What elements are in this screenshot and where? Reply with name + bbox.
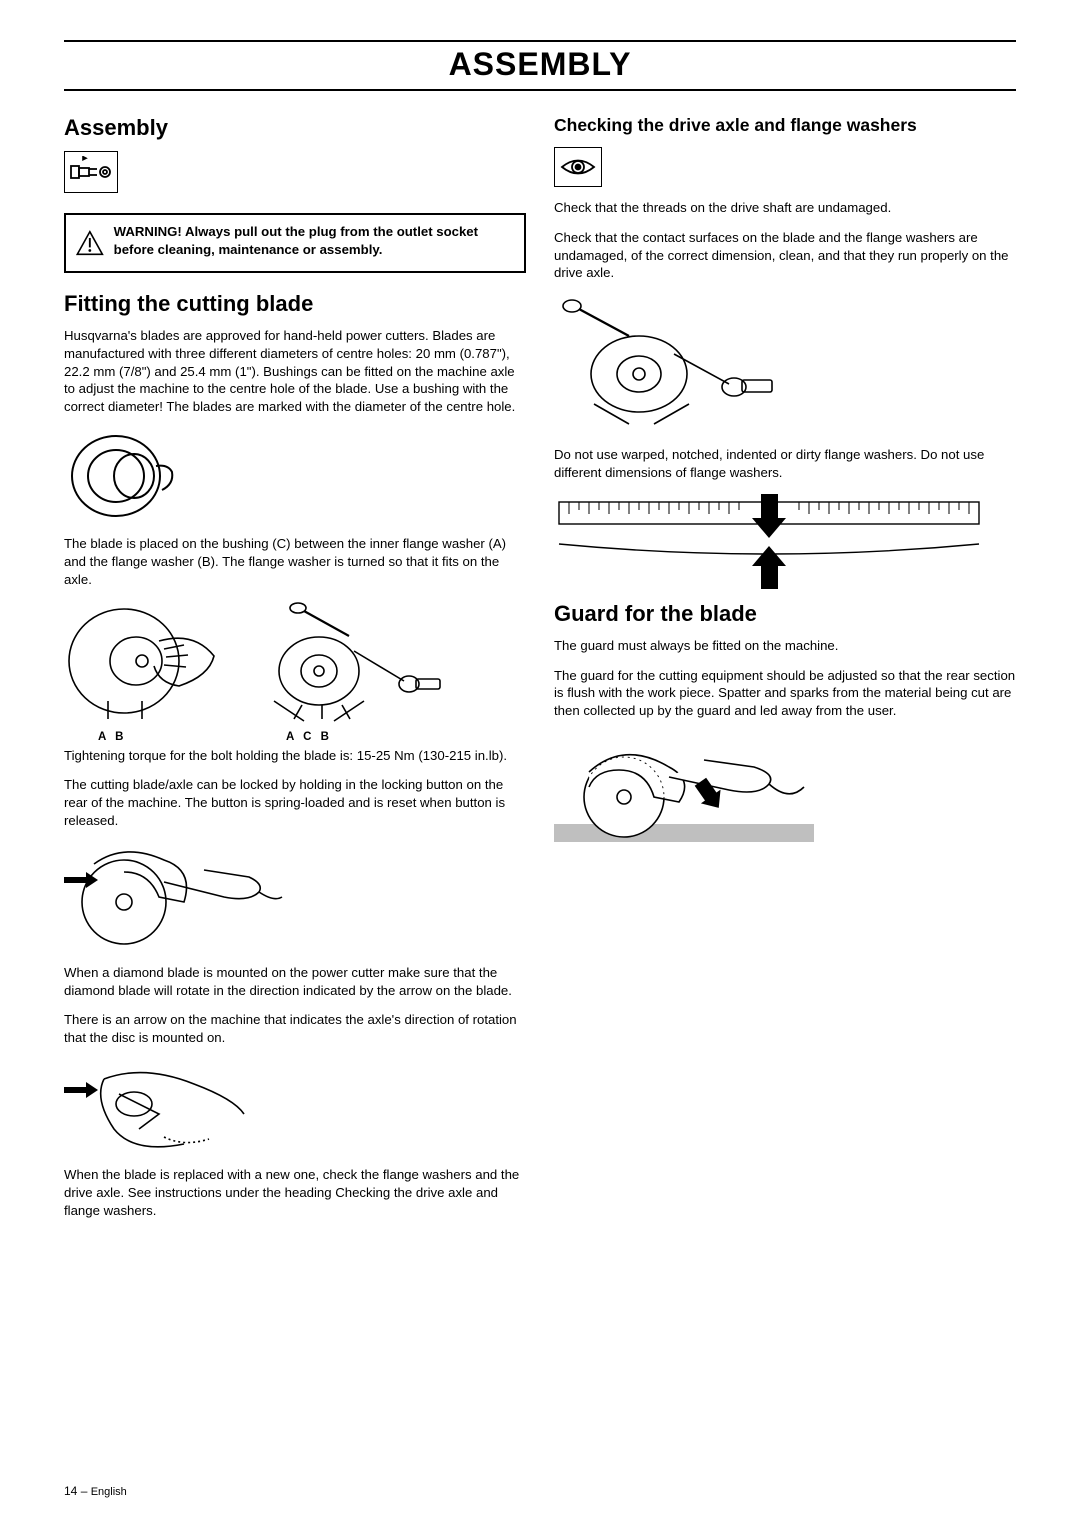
- fitting-p5: When a diamond blade is mounted on the p…: [64, 964, 526, 1000]
- drive-axle-icon: [554, 294, 784, 434]
- page-title: ASSEMBLY: [64, 46, 1016, 83]
- figure-guard: [554, 732, 1016, 847]
- checking-p1: Check that the threads on the drive shaf…: [554, 199, 1016, 217]
- rotation-arrow-icon: [64, 1059, 264, 1154]
- content-columns: Assembly WARNING! Always pull: [64, 109, 1016, 1231]
- footer-dash: –: [81, 1484, 91, 1498]
- fitting-p7: When the blade is replaced with a new on…: [64, 1166, 526, 1219]
- right-column: Checking the drive axle and flange washe…: [554, 109, 1016, 1231]
- straightedge-icon: [554, 494, 984, 589]
- fig2a-label: A B: [64, 731, 234, 743]
- guard-p4: The guard must always be fitted on the m…: [554, 637, 1016, 655]
- page-title-rule: ASSEMBLY: [64, 40, 1016, 91]
- warning-triangle-icon: [76, 223, 104, 263]
- figure-flange-pair: A B: [64, 601, 526, 743]
- figure-flange-a: A B: [64, 601, 234, 743]
- guard-p5: The guard for the cutting equipment shou…: [554, 667, 1016, 720]
- warning-text: WARNING! Always pull out the plug from t…: [114, 223, 514, 259]
- checking-p2: Check that the contact surfaces on the b…: [554, 229, 1016, 282]
- checking-p3: Do not use warped, notched, indented or …: [554, 446, 1016, 482]
- figure-rotation-arrow: [64, 1059, 526, 1154]
- footer-page-number: 14: [64, 1484, 77, 1498]
- page-footer: 14 – English: [64, 1484, 127, 1498]
- flange-hand-icon: [64, 601, 234, 731]
- figure-drive-axle: [554, 294, 1016, 434]
- guard-icon: [554, 732, 814, 847]
- fitting-p2: The blade is placed on the bushing (C) b…: [64, 535, 526, 588]
- fitting-p1: Husqvarna's blades are approved for hand…: [64, 327, 526, 416]
- eye-icon-box: [554, 147, 602, 187]
- bushing-icon: [64, 428, 184, 523]
- figure-flange-b: A C B: [254, 601, 454, 743]
- fig2b-label: A C B: [254, 731, 454, 743]
- footer-language: English: [91, 1486, 127, 1498]
- warning-box: WARNING! Always pull out the plug from t…: [64, 213, 526, 273]
- fitting-p3: Tightening torque for the bolt holding t…: [64, 747, 526, 765]
- heading-checking: Checking the drive axle and flange washe…: [554, 115, 1016, 137]
- figure-straightedge: [554, 494, 1016, 589]
- plug-icon-box: [64, 151, 118, 193]
- eye-icon: [559, 152, 597, 182]
- left-column: Assembly WARNING! Always pull: [64, 109, 526, 1231]
- plug-icon: [69, 156, 113, 188]
- heading-fitting: Fitting the cutting blade: [64, 291, 526, 317]
- flange-exploded-icon: [254, 601, 454, 731]
- figure-lock-button: [64, 842, 526, 952]
- fitting-p6: There is an arrow on the machine that in…: [64, 1011, 526, 1047]
- cutter-lock-icon: [64, 842, 284, 952]
- figure-bushing: [64, 428, 526, 523]
- heading-assembly: Assembly: [64, 115, 526, 141]
- fitting-p4: The cutting blade/axle can be locked by …: [64, 776, 526, 829]
- heading-guard: Guard for the blade: [554, 601, 1016, 627]
